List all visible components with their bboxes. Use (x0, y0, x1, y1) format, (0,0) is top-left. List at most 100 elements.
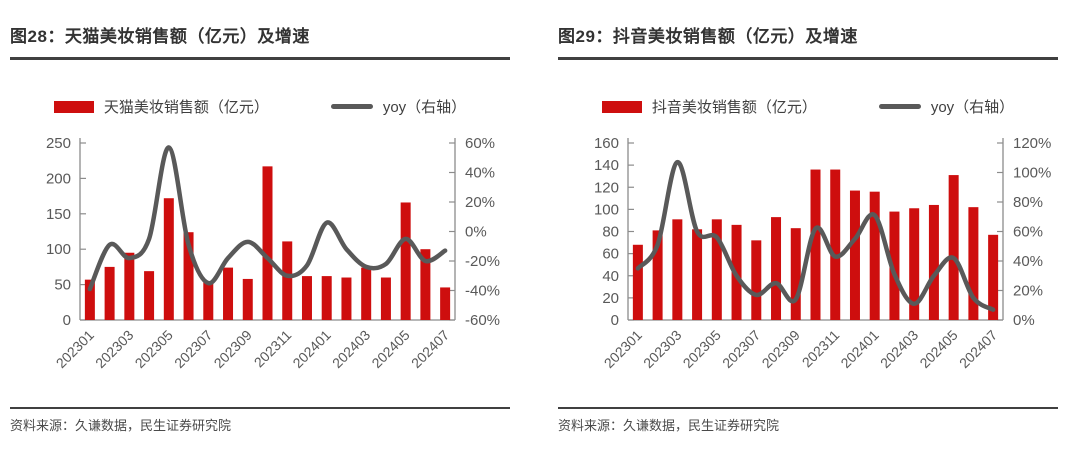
x-axis-tick-label: 202309 (759, 327, 803, 371)
left-axis-tick-label: 50 (54, 277, 71, 294)
legend-bar-label: 天猫美妆销售额（亿元） (103, 99, 269, 116)
right-axis-tick-label: 0% (465, 224, 487, 241)
bar-202301 (632, 244, 643, 320)
bar-202309 (790, 228, 801, 320)
x-axis-tick-label: 202307 (719, 327, 763, 371)
figure-panel-tmall: 图28：天猫美妆销售额（亿元）及增速 天猫美妆销售额（亿元） yoy（右轴） 0… (10, 0, 510, 454)
legend-line-label: yoy（右轴） (382, 99, 467, 116)
title-rule (558, 57, 1058, 60)
legend-bar-label: 抖音美妆销售额（亿元） (651, 99, 817, 116)
right-axis-tick-label: 60% (465, 135, 495, 152)
legend-line-label: yoy（右轴） (930, 99, 1015, 116)
left-axis-tick-label: 0 (611, 312, 619, 329)
bar-202407 (440, 287, 451, 320)
bar-series (84, 166, 451, 320)
bar-202405 (400, 202, 411, 320)
x-axis-tick-label: 202301 (53, 327, 97, 371)
x-axis-tick-labels: 2023012023032023052023072023092023112024… (601, 327, 1001, 371)
bar-202309 (242, 278, 253, 320)
bar-202307 (203, 282, 214, 320)
x-axis-tick-label: 202303 (640, 327, 684, 371)
x-axis-tick-label: 202403 (329, 327, 373, 371)
x-axis-tick-label: 202307 (171, 327, 215, 371)
left-axis-ticks: 0 50 100 150 200 250 (46, 135, 86, 329)
x-axis-tick-label: 202401 (289, 327, 333, 371)
x-axis-tick-label: 202305 (132, 327, 176, 371)
left-axis-tick-label: 200 (46, 170, 71, 187)
x-axis-tick-label: 202407 (408, 327, 452, 371)
bar-202304 (144, 271, 155, 320)
bar-202305 (163, 198, 174, 320)
combo-chart-tmall: 0 50 100 150 200 250 -60% -40% -20% 0% 20% 40% 60% 20… (46, 135, 500, 371)
bar-202308 (223, 267, 234, 320)
right-axis-tick-label: 80% (1013, 194, 1043, 211)
x-axis-tick-label: 202311 (799, 327, 843, 371)
x-axis-tick-label: 202309 (211, 327, 255, 371)
left-axis-tick-label: 100 (46, 241, 71, 258)
bar-202403 (909, 208, 920, 320)
left-axis-tick-label: 80 (602, 224, 619, 241)
left-axis-tick-label: 40 (602, 268, 619, 285)
right-axis-tick-label: 100% (1013, 165, 1051, 182)
bar-202305 (711, 219, 722, 320)
chart-legend: 天猫美妆销售额（亿元） yoy（右轴） (10, 96, 510, 117)
left-axis-tick-label: 250 (46, 135, 71, 152)
figure-panel-tmall-inner: 图28：天猫美妆销售额（亿元）及增速 天猫美妆销售额（亿元） yoy（右轴） 0… (10, 0, 510, 454)
right-axis-tick-label: 20% (465, 194, 495, 211)
legend-bar-swatch-icon (53, 100, 94, 113)
left-axis-tick-label: 120 (594, 179, 619, 196)
bar-202301 (84, 279, 95, 320)
right-axis-tick-label: 20% (1013, 283, 1043, 300)
bar-202401 (869, 191, 880, 320)
bar-202303 (124, 252, 135, 320)
left-axis-tick-label: 100 (594, 201, 619, 218)
right-axis-tick-label: 60% (1013, 224, 1043, 241)
bar-202404 (928, 204, 939, 320)
yoy-line (87, 145, 448, 292)
right-axis-tick-label: 120% (1013, 135, 1051, 152)
x-axis-tick-label: 202401 (837, 327, 881, 371)
chart-legend: 抖音美妆销售额（亿元） yoy（右轴） (558, 96, 1058, 117)
right-axis-tick-label: -60% (465, 312, 500, 329)
bar-202312 (301, 276, 312, 320)
bar-202402 (341, 277, 352, 320)
source-rule (10, 407, 510, 409)
bar-202401 (321, 276, 332, 320)
bar-202406 (968, 207, 979, 320)
bar-202404 (380, 277, 391, 320)
bar-202403 (361, 267, 372, 320)
left-axis-tick-label: 140 (594, 157, 619, 174)
bar-202302 (652, 230, 663, 320)
x-axis-tick-label: 202305 (680, 327, 724, 371)
x-axis-tick-label: 202405 (916, 327, 960, 371)
combo-chart-douyin: 0 20 40 60 80 100 120 140 160 0% 20% 40% 60% 80% 100% 1… (594, 135, 1051, 371)
x-axis-tick-label: 202405 (368, 327, 412, 371)
right-axis-tick-label: 40% (465, 165, 495, 182)
bar-202310 (810, 169, 821, 320)
right-axis-tick-label: -40% (465, 283, 500, 300)
x-axis-tick-labels: 2023012023032023052023072023092023112024… (53, 327, 453, 371)
bar-202311 (282, 241, 293, 320)
bar-202308 (771, 217, 782, 320)
bar-202406 (420, 249, 431, 320)
left-axis-tick-label: 0 (63, 312, 71, 329)
figure-panel-douyin-inner: 图29：抖音美妆销售额（亿元）及增速 抖音美妆销售额（亿元） yoy（右轴） 0… (558, 0, 1058, 454)
x-axis-tick-label: 202303 (92, 327, 136, 371)
bar-202312 (849, 190, 860, 320)
right-axis-ticks: -60% -40% -20% 0% 20% 40% 60% (449, 135, 500, 329)
right-axis-tick-label: -20% (465, 253, 500, 270)
figure-panel-douyin: 图29：抖音美妆销售额（亿元）及增速 抖音美妆销售额（亿元） yoy（右轴） 0… (540, 0, 1080, 454)
legend-bar-swatch-icon (601, 100, 642, 113)
bar-202405 (948, 175, 959, 320)
source-note: 资料来源：久谦数据，民生证券研究院 (10, 418, 232, 433)
figure-title: 图28：天猫美妆销售额（亿元）及增速 (10, 27, 310, 46)
legend-line-swatch-icon (330, 104, 373, 109)
title-rule (10, 57, 510, 60)
left-axis-tick-label: 150 (46, 206, 71, 223)
right-axis-tick-label: 40% (1013, 253, 1043, 270)
legend-line-swatch-icon (878, 104, 921, 109)
bar-202407 (988, 234, 999, 320)
source-note: 资料来源：久谦数据，民生证券研究院 (558, 418, 780, 433)
left-axis-tick-label: 60 (602, 246, 619, 263)
